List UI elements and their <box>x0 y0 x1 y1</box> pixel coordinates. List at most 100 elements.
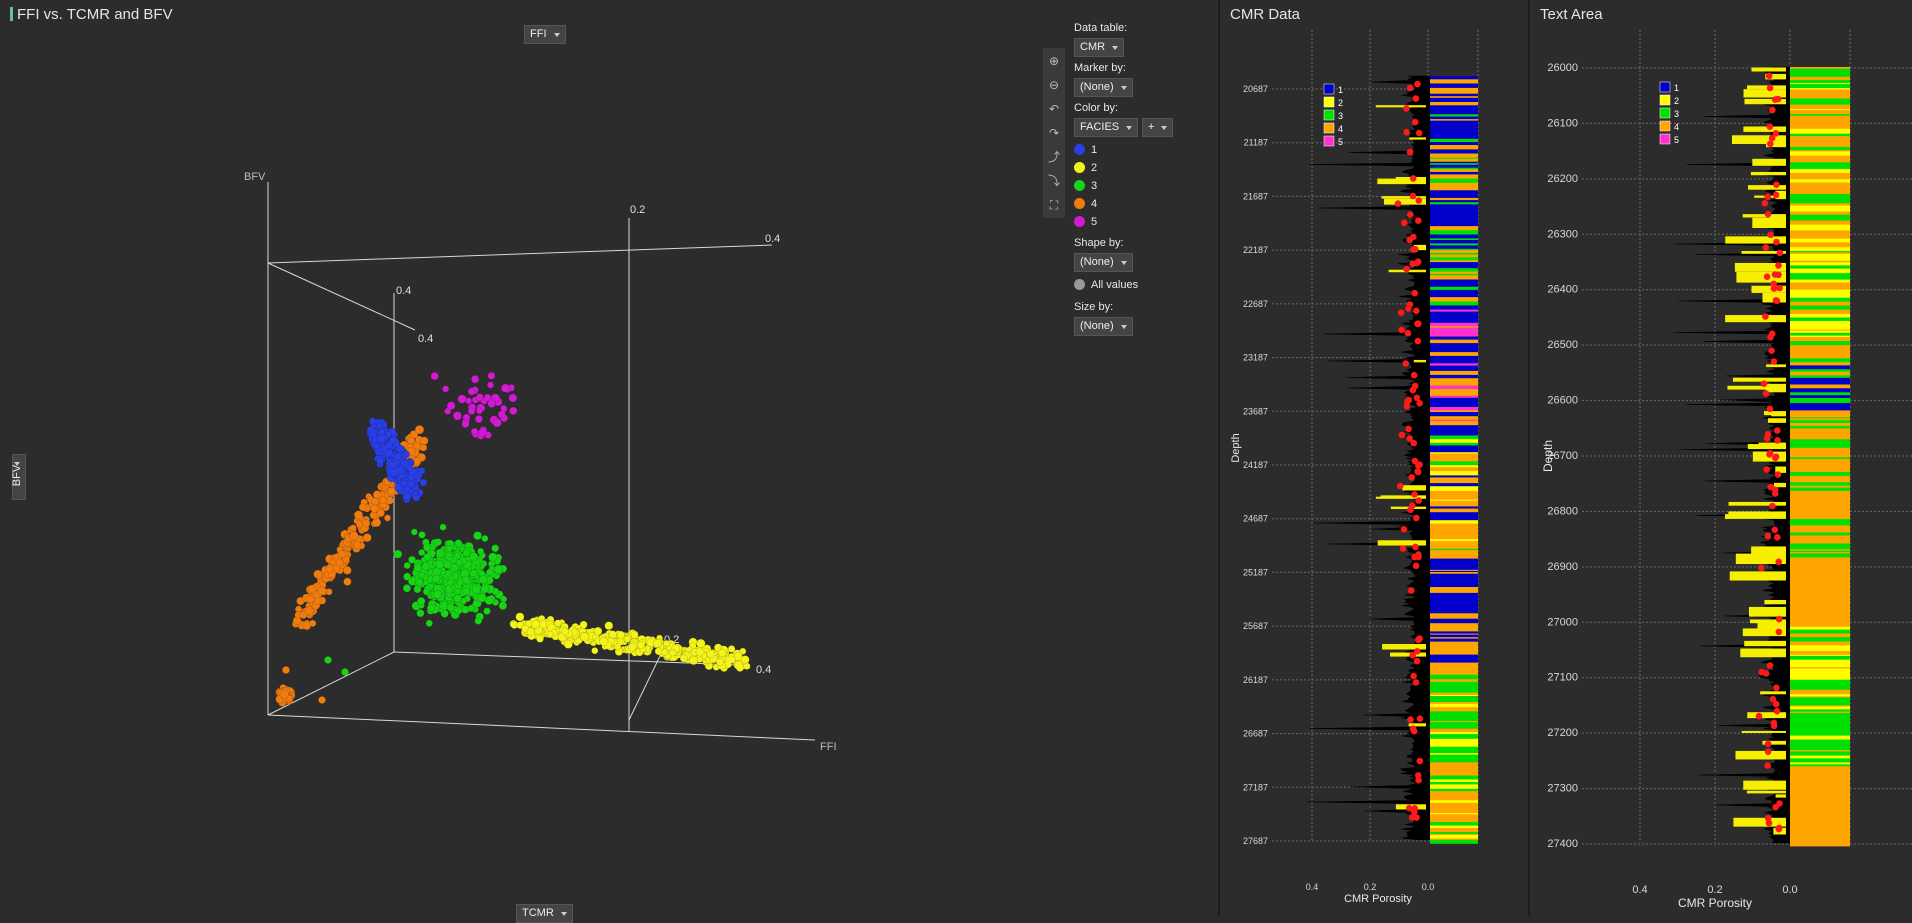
facies-band <box>1430 674 1478 680</box>
facies-band <box>1790 265 1850 269</box>
yellow-band <box>1725 236 1786 244</box>
facies-band <box>1790 483 1850 487</box>
color-by-add-button[interactable]: + <box>1142 118 1174 137</box>
scatter-point <box>726 656 734 664</box>
facies-band <box>1430 569 1478 572</box>
scatter-point <box>430 371 439 381</box>
scatter-point <box>434 538 442 546</box>
facies-band <box>1790 260 1850 263</box>
size-by-dropdown[interactable]: (None) <box>1074 317 1133 336</box>
facies-band <box>1430 212 1478 215</box>
yellow-band <box>1744 98 1786 105</box>
data-table-dropdown[interactable]: CMR <box>1074 38 1125 57</box>
scatter-point <box>371 497 379 506</box>
scatter-point <box>343 577 352 586</box>
facies-band <box>1430 359 1478 364</box>
facies-band <box>1790 705 1850 707</box>
depth-tick-label: 26100 <box>1547 117 1578 129</box>
red-marker <box>1776 249 1784 257</box>
text-area-log-plot[interactable]: 26000 26100 26200 26300 26400 26500 26600 26700… <box>1530 0 1912 916</box>
yellow-band <box>1375 496 1426 499</box>
yellow-band <box>1752 217 1786 228</box>
scatter-point <box>325 564 334 573</box>
red-marker <box>1413 259 1421 267</box>
facies-band <box>1790 356 1850 359</box>
facies-band <box>1790 330 1850 334</box>
facies-band <box>1430 96 1478 99</box>
scatter-point <box>488 552 498 562</box>
cmr-data-panel: CMR Data 20687 21187 21687 22187 22687 23187 2… <box>1220 0 1530 916</box>
y-axis-selector[interactable]: BFV <box>11 454 26 500</box>
scatter-point <box>439 523 447 531</box>
facies-band <box>1790 235 1850 239</box>
facies-band <box>1790 114 1850 117</box>
legend-item[interactable]: 3 <box>1074 179 1097 193</box>
facies-band <box>1790 128 1850 131</box>
scatter-point <box>461 419 470 429</box>
legend-swatch <box>1659 120 1671 132</box>
facies-band <box>1790 179 1850 183</box>
facies-band <box>1430 374 1478 379</box>
x-axis-label: CMR Porosity <box>1678 896 1752 910</box>
facies-band <box>1790 711 1850 714</box>
red-marker <box>1404 329 1412 337</box>
facies-band <box>1430 121 1478 127</box>
yellow-band <box>1743 126 1786 132</box>
facies-band <box>1790 253 1850 258</box>
cmr-log-plot[interactable]: 20687 21187 21687 22187 22687 23187 23687 24187… <box>1220 0 1528 916</box>
scatter-point <box>561 628 570 636</box>
scatter-3d-plot[interactable]: BFV FFI 0.2 0.4 0.4 0.4 0.2 0.4 <box>0 0 1040 916</box>
facies-band <box>1790 381 1850 385</box>
legend-label: 4 <box>1674 122 1679 132</box>
tilt-up-icon[interactable]: ⤴ <box>1047 150 1060 164</box>
red-marker <box>1414 337 1422 345</box>
scatter-point <box>554 619 562 627</box>
zoom-out-icon[interactable]: ⊖ <box>1048 78 1060 92</box>
red-marker <box>1771 96 1779 103</box>
zoom-in-icon[interactable]: ⊕ <box>1048 54 1060 68</box>
scatter-point <box>413 585 422 594</box>
facies-band <box>1430 492 1478 495</box>
facies-band <box>1430 592 1478 595</box>
scatter-point <box>487 371 496 380</box>
facies-band <box>1790 535 1850 540</box>
red-marker <box>1772 191 1780 199</box>
scatter-point <box>372 490 382 499</box>
data-table-label: Data table: <box>1074 22 1128 34</box>
rotate-left-icon[interactable]: ↶ <box>1048 102 1060 116</box>
rotate-right-icon[interactable]: ↷ <box>1048 126 1060 140</box>
facies-band <box>1430 429 1478 434</box>
scatter-point <box>509 406 518 416</box>
red-marker <box>1409 725 1417 733</box>
depth-tick-label: 22687 <box>1243 299 1268 309</box>
fit-icon[interactable]: ⛶ <box>1049 198 1059 212</box>
facies-band <box>1790 234 1850 237</box>
scatter-point <box>475 407 483 415</box>
marker-by-dropdown[interactable]: (None) <box>1074 78 1133 97</box>
facies-band <box>1790 679 1850 683</box>
legend-item[interactable]: 2 <box>1074 161 1097 175</box>
red-marker <box>1773 238 1780 246</box>
facies-band <box>1790 802 1850 805</box>
yellow-band <box>1763 411 1786 416</box>
facies-band <box>1430 813 1478 815</box>
scatter-point <box>487 399 496 408</box>
scatter-point <box>324 656 332 664</box>
facies-band <box>1790 671 1850 675</box>
facies-band <box>1430 580 1478 586</box>
yellow-band <box>1408 723 1426 727</box>
yellow-band <box>1731 135 1786 145</box>
legend-item[interactable]: 4 <box>1074 197 1097 211</box>
facies-band <box>1790 832 1850 836</box>
all-values-item[interactable]: All values <box>1074 278 1138 292</box>
legend-swatch <box>1074 180 1085 191</box>
legend-item[interactable]: 1 <box>1074 143 1097 157</box>
shape-by-dropdown[interactable]: (None) <box>1074 253 1133 272</box>
facies-band <box>1430 527 1478 532</box>
facies-band <box>1790 791 1850 793</box>
legend-item[interactable]: 5 <box>1074 215 1097 229</box>
z-axis-selector[interactable]: FFI <box>524 25 566 44</box>
color-by-dropdown[interactable]: FACIES <box>1074 118 1139 137</box>
facies-band <box>1790 641 1850 646</box>
tilt-down-icon[interactable]: ⤵ <box>1047 174 1060 188</box>
